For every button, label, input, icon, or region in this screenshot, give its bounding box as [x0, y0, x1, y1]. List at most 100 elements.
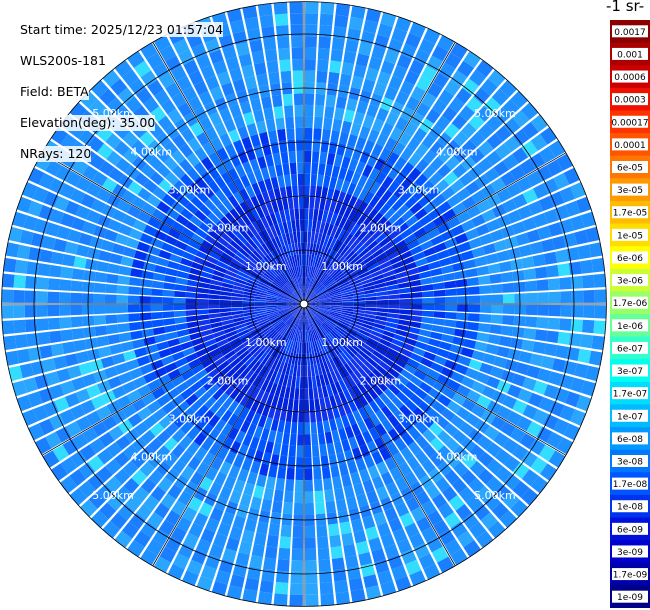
- ray-cell: [342, 265, 354, 275]
- ray-cell: [307, 305, 319, 311]
- ray-cell: [140, 278, 153, 288]
- ray-cell: [395, 576, 412, 592]
- ray-cell: [365, 585, 382, 600]
- ray-cell: [348, 158, 359, 172]
- ray-cell: [167, 484, 183, 500]
- ray-cell: [233, 403, 245, 417]
- ray-cell: [358, 552, 373, 566]
- ray-cell: [244, 577, 260, 592]
- ray-cell: [16, 348, 31, 364]
- ray-cell: [336, 452, 346, 465]
- ray-cell: [309, 243, 314, 255]
- ray-cell: [320, 455, 330, 468]
- ray-cell: [284, 209, 291, 222]
- ray-cell: [319, 582, 334, 595]
- ray-cell: [210, 279, 223, 287]
- ray-cell: [406, 332, 419, 341]
- ray-cell: [323, 361, 330, 374]
- ray-cell: [394, 423, 408, 437]
- ray-cell: [171, 500, 187, 516]
- ray-cell: [274, 236, 282, 248]
- ray-cell: [244, 16, 260, 31]
- ray-cell: [342, 377, 352, 390]
- ray-cell: [165, 267, 179, 277]
- ray-cell: [324, 321, 334, 330]
- ray-cell: [323, 175, 331, 188]
- ray-cell: [519, 158, 536, 175]
- ray-cell: [75, 244, 90, 257]
- ray-cell: [359, 444, 371, 458]
- ray-cell: [253, 109, 265, 123]
- ray-cell: [477, 157, 493, 173]
- ray-cell: [32, 186, 49, 203]
- ray-cell: [59, 292, 71, 304]
- ray-cell: [214, 356, 227, 367]
- ray-cell: [317, 326, 325, 338]
- ray-cell: [291, 47, 303, 60]
- ray-cell: [469, 69, 487, 87]
- ray-cell: [381, 241, 394, 252]
- ray-cell: [328, 313, 340, 320]
- ray-cell: [593, 320, 606, 335]
- ray-cell: [318, 308, 330, 314]
- ray-cell: [306, 319, 310, 331]
- ray-cell: [454, 233, 469, 245]
- ray-cell: [326, 407, 335, 421]
- ray-cell: [355, 433, 366, 447]
- ray-cell: [139, 304, 151, 312]
- ray-cell: [306, 307, 314, 317]
- ray-cell: [260, 204, 270, 217]
- ray-cell: [378, 236, 391, 248]
- ray-cell: [381, 122, 394, 137]
- ray-cell: [241, 64, 255, 79]
- ray-cell: [208, 367, 221, 379]
- ray-cell: [304, 537, 316, 549]
- ray-cell: [114, 60, 133, 78]
- ray-cell: [394, 437, 407, 452]
- ray-cell: [315, 313, 325, 322]
- ray-cell: [219, 107, 232, 122]
- ray-cell: [376, 308, 389, 313]
- ray-cell: [185, 315, 198, 323]
- ray-cell: [397, 282, 410, 289]
- ray-cell: [357, 366, 368, 379]
- ray-cell: [254, 293, 267, 298]
- ray-cell: [326, 347, 335, 359]
- ray-cell: [363, 403, 375, 417]
- ray-cell: [223, 326, 236, 334]
- ray-cell: [355, 53, 370, 68]
- ray-cell: [366, 153, 379, 168]
- ray-cell: [132, 376, 147, 389]
- ray-cell: [69, 488, 87, 506]
- ray-cell: [414, 143, 429, 158]
- ray-cell: [304, 422, 311, 435]
- ray-cell: [171, 429, 186, 443]
- ray-cell: [387, 554, 404, 570]
- ray-cell: [414, 208, 428, 221]
- ray-cell: [322, 323, 332, 333]
- ray-cell: [540, 355, 555, 370]
- azimuth-spoke: [41, 303, 305, 456]
- ray-cell: [199, 276, 212, 284]
- ray-cell: [139, 461, 155, 477]
- ray-cell: [444, 52, 462, 69]
- ray-cell: [288, 340, 294, 353]
- ray-cell: [147, 512, 164, 529]
- ray-cell: [407, 326, 421, 335]
- ray-cell: [289, 317, 297, 328]
- ray-cell: [248, 324, 260, 332]
- ray-cell: [338, 131, 349, 145]
- ray-cell: [292, 231, 298, 244]
- ray-cell: [277, 466, 287, 480]
- ray-cell: [289, 433, 297, 446]
- ray-cell: [246, 423, 257, 437]
- ray-cell: [486, 115, 503, 132]
- ray-cell: [312, 352, 317, 365]
- ray-cell: [399, 190, 412, 204]
- ray-cell: [92, 171, 108, 187]
- ray-cell: [250, 195, 260, 209]
- ray-cell: [559, 277, 572, 290]
- ray-cell: [118, 419, 134, 434]
- ray-cell: [170, 65, 187, 82]
- ray-cell: [405, 381, 419, 393]
